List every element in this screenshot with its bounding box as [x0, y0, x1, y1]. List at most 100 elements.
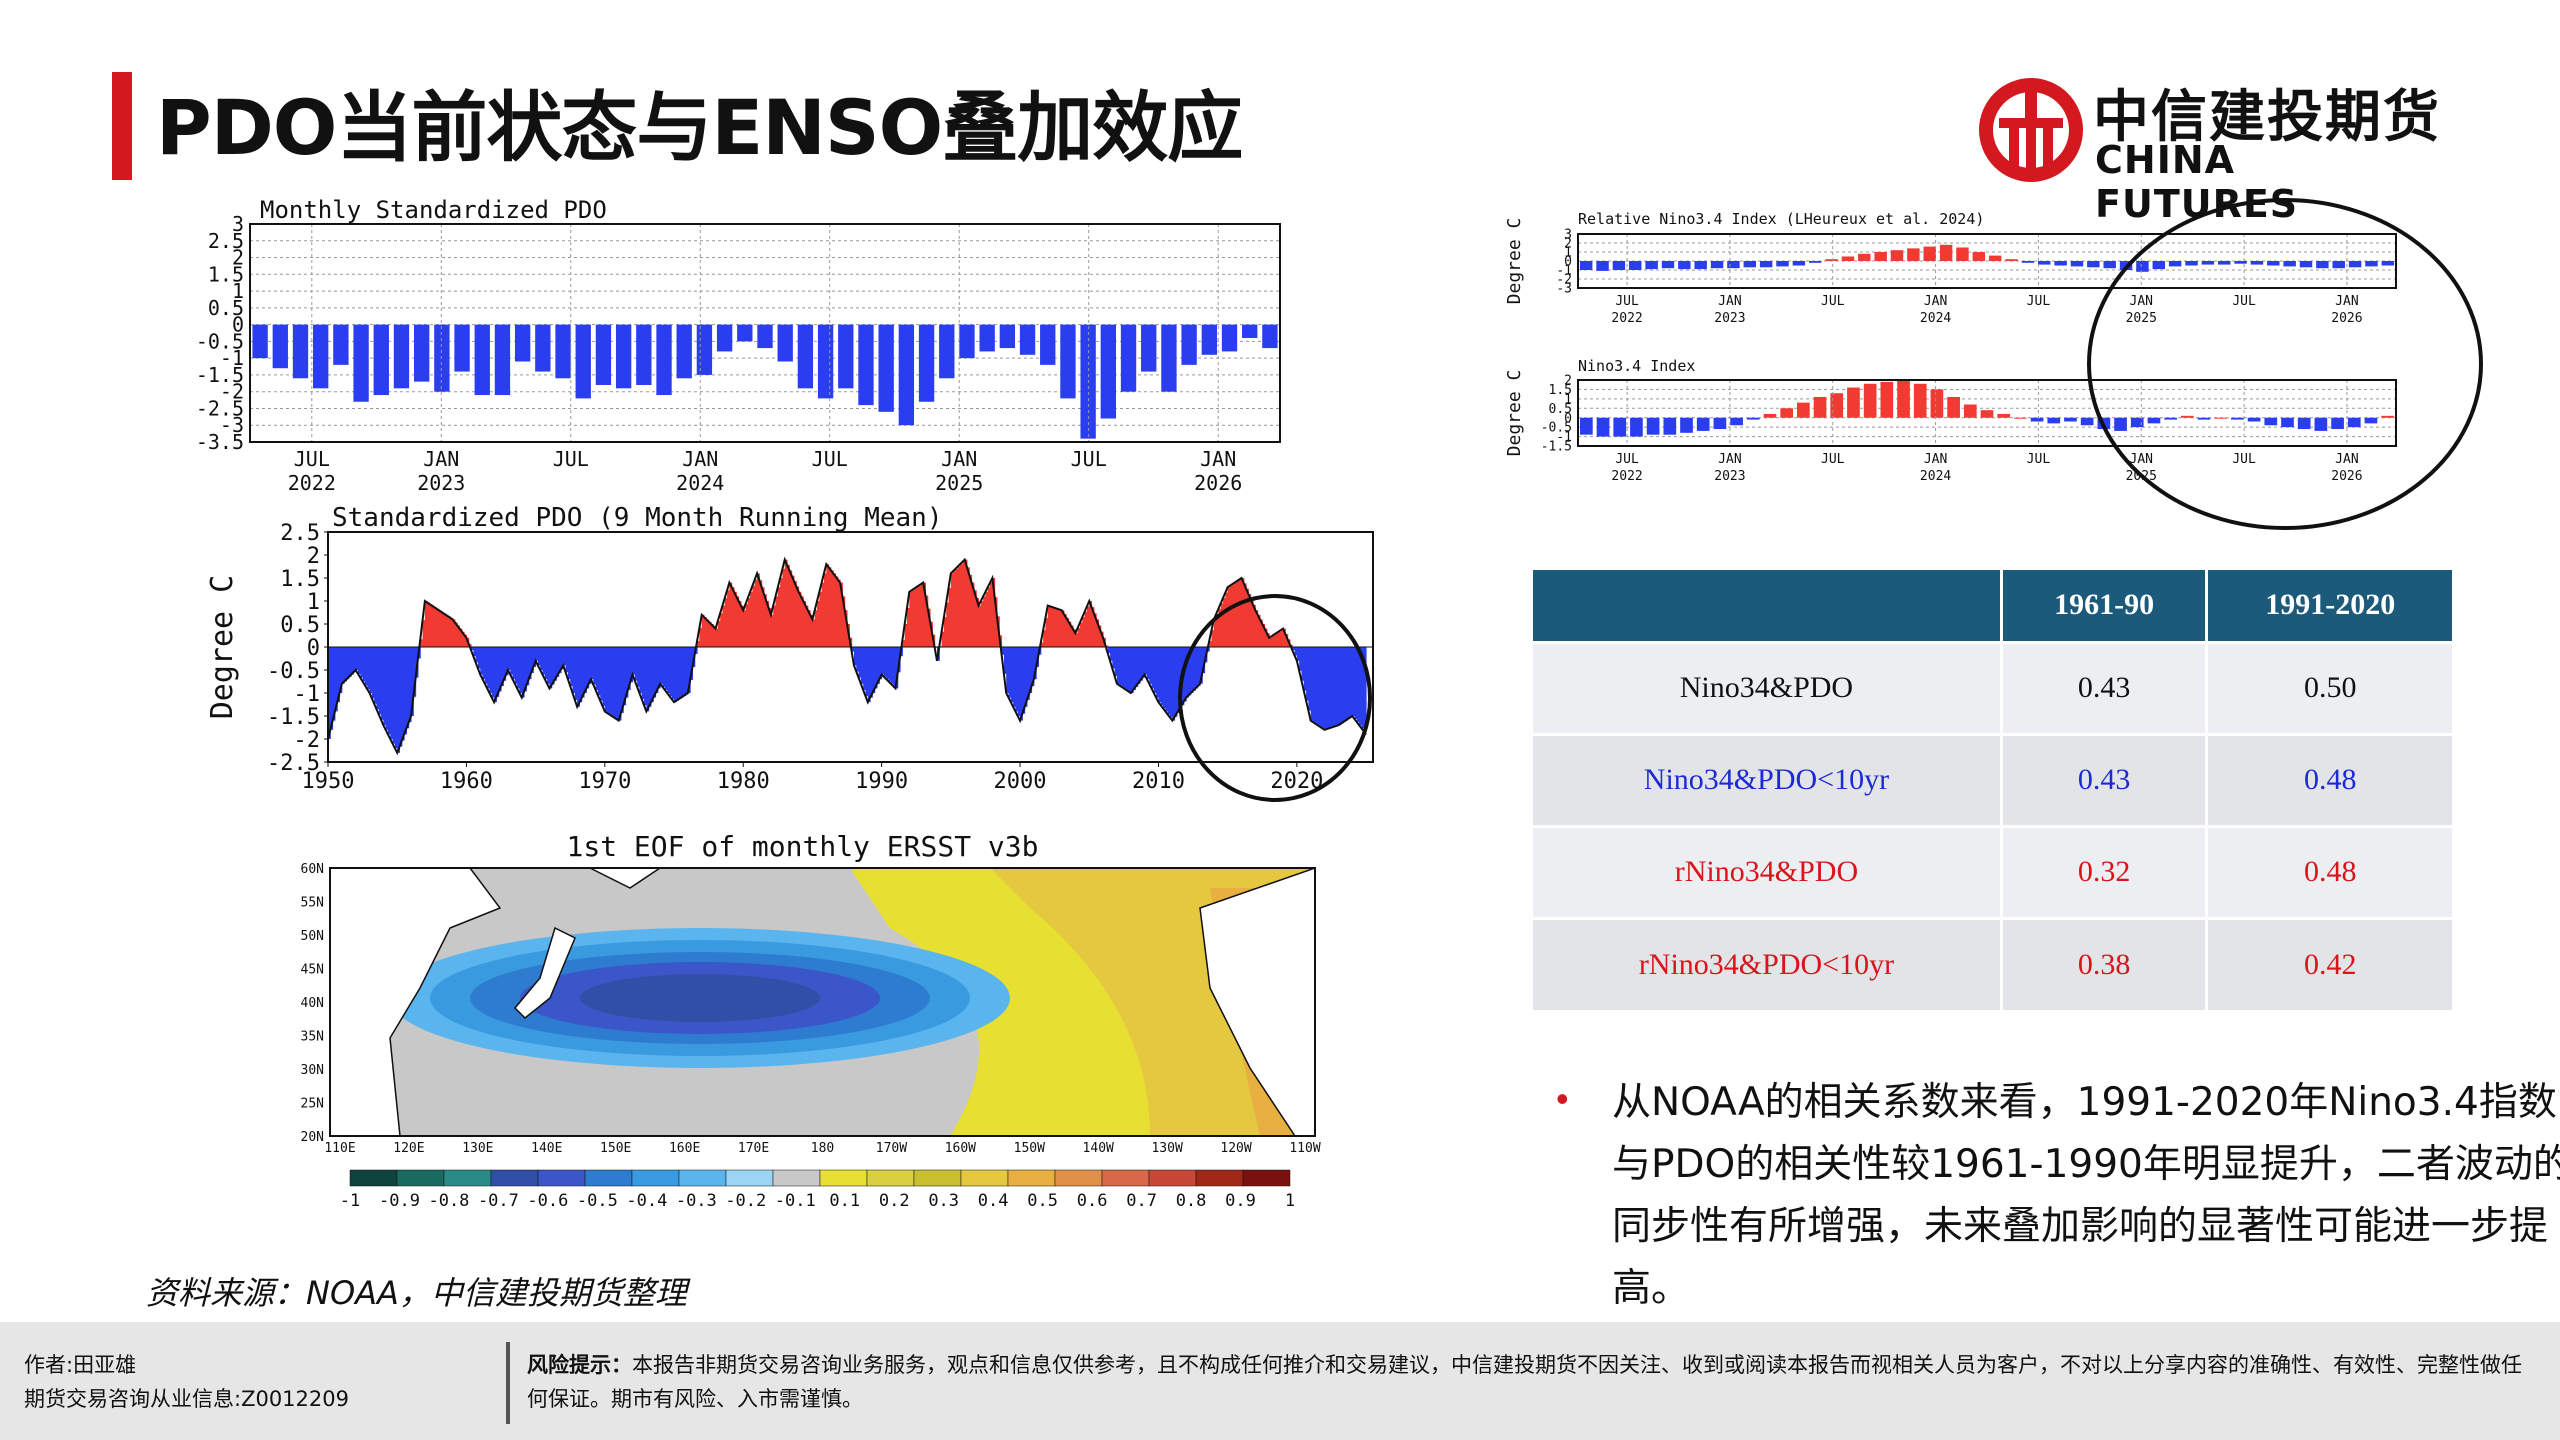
area-segment [964, 559, 968, 647]
bar [555, 324, 571, 379]
bar [656, 324, 672, 396]
chart-title: Standardized PDO (9 Month Running Mean) [332, 503, 942, 533]
x-tick-label: JAN [1718, 294, 1741, 309]
area-segment [572, 647, 576, 693]
bar [2365, 261, 2378, 267]
area-segment [1033, 647, 1037, 680]
area-segment [750, 591, 753, 647]
area-segment [757, 573, 760, 647]
x-tick-label: JUL [1071, 447, 1107, 471]
area-segment [1091, 607, 1095, 647]
area-segment [1324, 647, 1328, 730]
x-tick-year: 2023 [417, 471, 465, 495]
bar [2136, 261, 2149, 272]
area-segment [969, 574, 973, 647]
area-segment [491, 647, 495, 698]
area-segment [1163, 647, 1166, 709]
x-tick-label: JAN [1924, 452, 1947, 467]
bar [1645, 261, 1658, 270]
area-segment [551, 647, 555, 685]
plot-frame [1577, 379, 2397, 447]
x-tick-label: 1960 [440, 769, 493, 794]
correlation-table: 1961-90 1991-2020 Nino34&PDO 0.43 0.50 N… [1533, 570, 2455, 1010]
area-segment [353, 647, 357, 673]
colorbar-label: -0.6 [527, 1191, 568, 1211]
area-segment [554, 647, 557, 681]
area-segment [734, 591, 737, 647]
area-segment [424, 601, 428, 647]
area-segment [789, 570, 793, 647]
area-segment [457, 625, 460, 647]
bar [454, 324, 470, 372]
bar [1874, 252, 1887, 261]
area-segment [812, 619, 816, 647]
area-segment [360, 647, 364, 678]
y-axis-label: Degree C [205, 575, 240, 720]
colorbar-swatch [490, 1169, 539, 1187]
bar [1947, 396, 1960, 418]
area-segment [1015, 647, 1019, 712]
area-segment [761, 587, 765, 647]
area-segment [713, 626, 717, 647]
bar [1863, 383, 1877, 418]
area-segment [524, 647, 527, 692]
table-cell-label: rNino34&PDO [1533, 824, 2003, 918]
bar [393, 324, 410, 389]
area-segment [685, 647, 689, 695]
risk-label: 风险提示： [527, 1353, 632, 1377]
area-segment [823, 573, 827, 647]
area-segment [399, 647, 403, 747]
area-segment [616, 647, 620, 720]
lon-tick-label: 140E [531, 1141, 562, 1156]
area-segment [1119, 647, 1123, 686]
area-segment [883, 647, 887, 677]
x-tick-label: 1950 [302, 769, 355, 794]
area-segment [438, 610, 442, 647]
bar [1727, 261, 1740, 269]
y-tick-label: -1 [220, 346, 244, 370]
bar [535, 324, 551, 372]
area-segment [1167, 647, 1171, 715]
area-segment [584, 647, 587, 693]
area-segment [542, 647, 546, 675]
area-segment [406, 647, 410, 729]
area-segment [1010, 647, 1014, 703]
area-segment [344, 647, 347, 682]
area-segment [533, 647, 537, 667]
bar [2047, 417, 2061, 424]
area-segment [724, 597, 728, 647]
y-tick-label: 1 [232, 279, 244, 303]
table-cell-value: 0.50 [2206, 640, 2455, 734]
area-segment [770, 614, 774, 647]
area-segment [821, 582, 825, 647]
lat-tick-label: 30N [301, 1063, 324, 1078]
y-tick-label: 2 [232, 246, 244, 270]
area-segment [1352, 647, 1356, 716]
area-segment [574, 647, 578, 700]
area-segment [1225, 592, 1229, 647]
area-segment [371, 647, 375, 699]
area-segment [385, 647, 389, 730]
area-segment [1054, 607, 1058, 647]
bar [2070, 261, 2084, 267]
table-cell-value: 0.42 [2206, 916, 2455, 1010]
bar [434, 324, 450, 392]
area-segment [501, 647, 504, 687]
lon-tick-label: 130W [1151, 1141, 1182, 1156]
bar [2247, 417, 2261, 422]
bar [2103, 261, 2116, 269]
area-segment [607, 647, 610, 713]
area-segment [817, 601, 820, 647]
y-tick-label: 0.5 [208, 296, 244, 320]
area-segment [646, 647, 650, 712]
area-segment [1294, 647, 1298, 656]
x-tick-year: 2022 [288, 471, 336, 495]
risk-disclaimer: 风险提示：本报告非期货交易咨询业务服务，观点和信息仅供参考，且不构成任何推介和交… [527, 1348, 2537, 1416]
area-segment [1223, 597, 1226, 647]
table-cell-value: 0.43 [2001, 732, 2209, 826]
bar [2218, 261, 2231, 265]
bar [1663, 417, 1677, 435]
author-info: 作者:田亚雄 期货交易咨询从业信息:Z0012209 [24, 1348, 349, 1416]
area-segment [867, 647, 871, 703]
area-segment [1144, 647, 1148, 675]
